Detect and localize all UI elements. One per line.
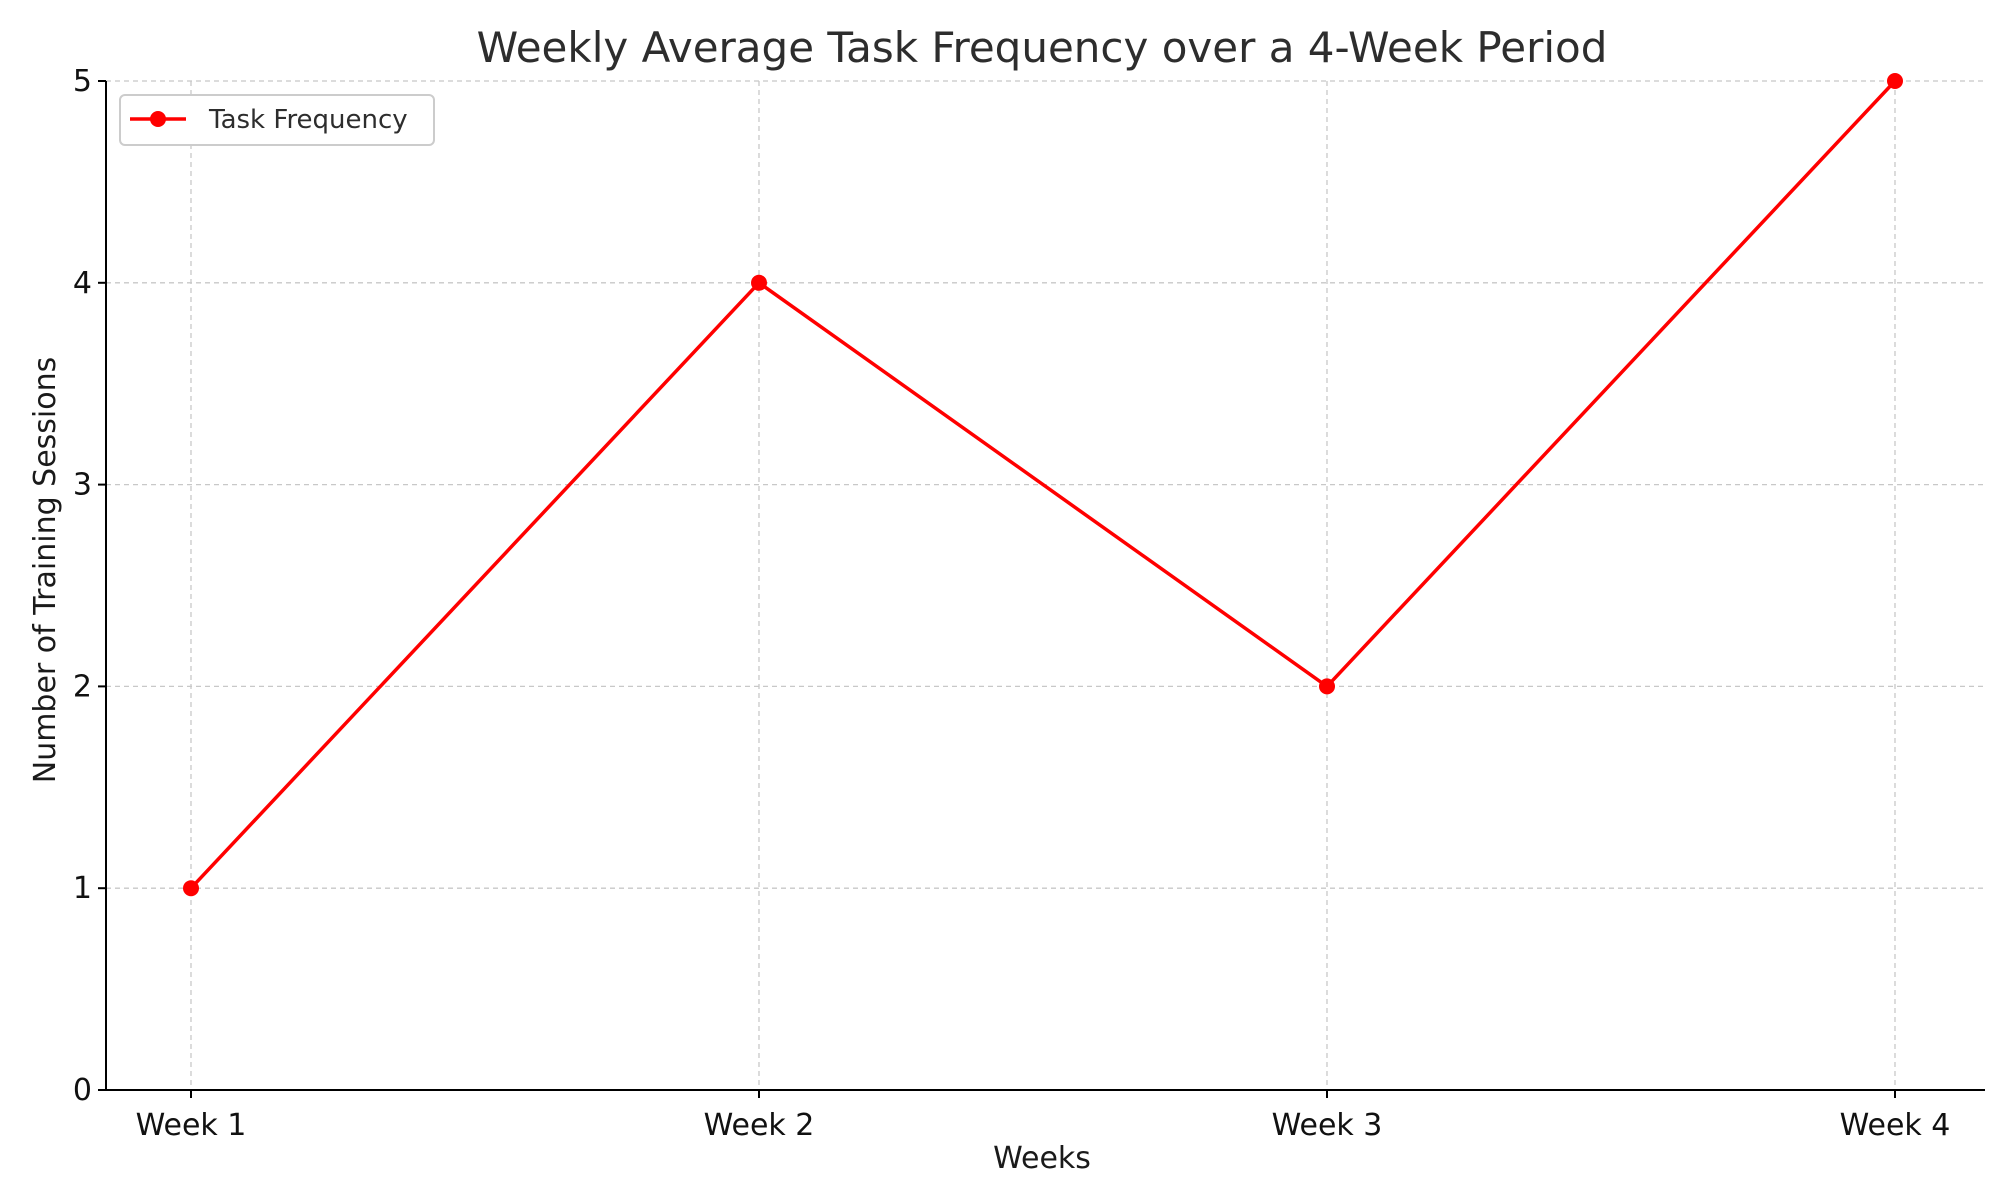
- grid-lines: [106, 80, 1985, 1090]
- x-axis-ticks: Week 1 Week 2 Week 3 Week 4: [136, 1090, 1951, 1143]
- x-tick-label: Week 2: [704, 1108, 815, 1143]
- y-tick-label: 0: [73, 1073, 92, 1108]
- y-tick-label: 1: [73, 871, 92, 906]
- x-tick-label: Week 4: [1840, 1108, 1951, 1143]
- y-tick-label: 2: [73, 669, 92, 704]
- y-axis-label: Number of Training Sessions: [28, 357, 63, 784]
- legend-marker-swatch: [150, 111, 166, 127]
- legend-box: [119, 94, 435, 146]
- x-axis-label: Weeks: [993, 1141, 1091, 1176]
- legend[interactable]: Task Frequency: [119, 94, 435, 146]
- data-point[interactable]: [1887, 73, 1903, 89]
- legend-label: Task Frequency: [208, 105, 408, 135]
- axes: [105, 81, 1985, 1091]
- y-tick-label: 4: [73, 266, 92, 301]
- data-point[interactable]: [183, 880, 199, 897]
- chart-title: Weekly Average Task Frequency over a 4-W…: [477, 23, 1608, 72]
- y-axis-ticks: 0 1 2 3 4 5: [73, 64, 106, 1108]
- x-tick-label: Week 3: [1272, 1108, 1383, 1143]
- series-layer: [183, 73, 1903, 897]
- data-point[interactable]: [1319, 678, 1335, 695]
- x-tick-label: Week 1: [136, 1108, 247, 1143]
- series-line: [189, 79, 1897, 890]
- y-tick-label: 3: [73, 468, 92, 503]
- y-tick-label: 5: [73, 64, 92, 99]
- data-point[interactable]: [751, 274, 767, 291]
